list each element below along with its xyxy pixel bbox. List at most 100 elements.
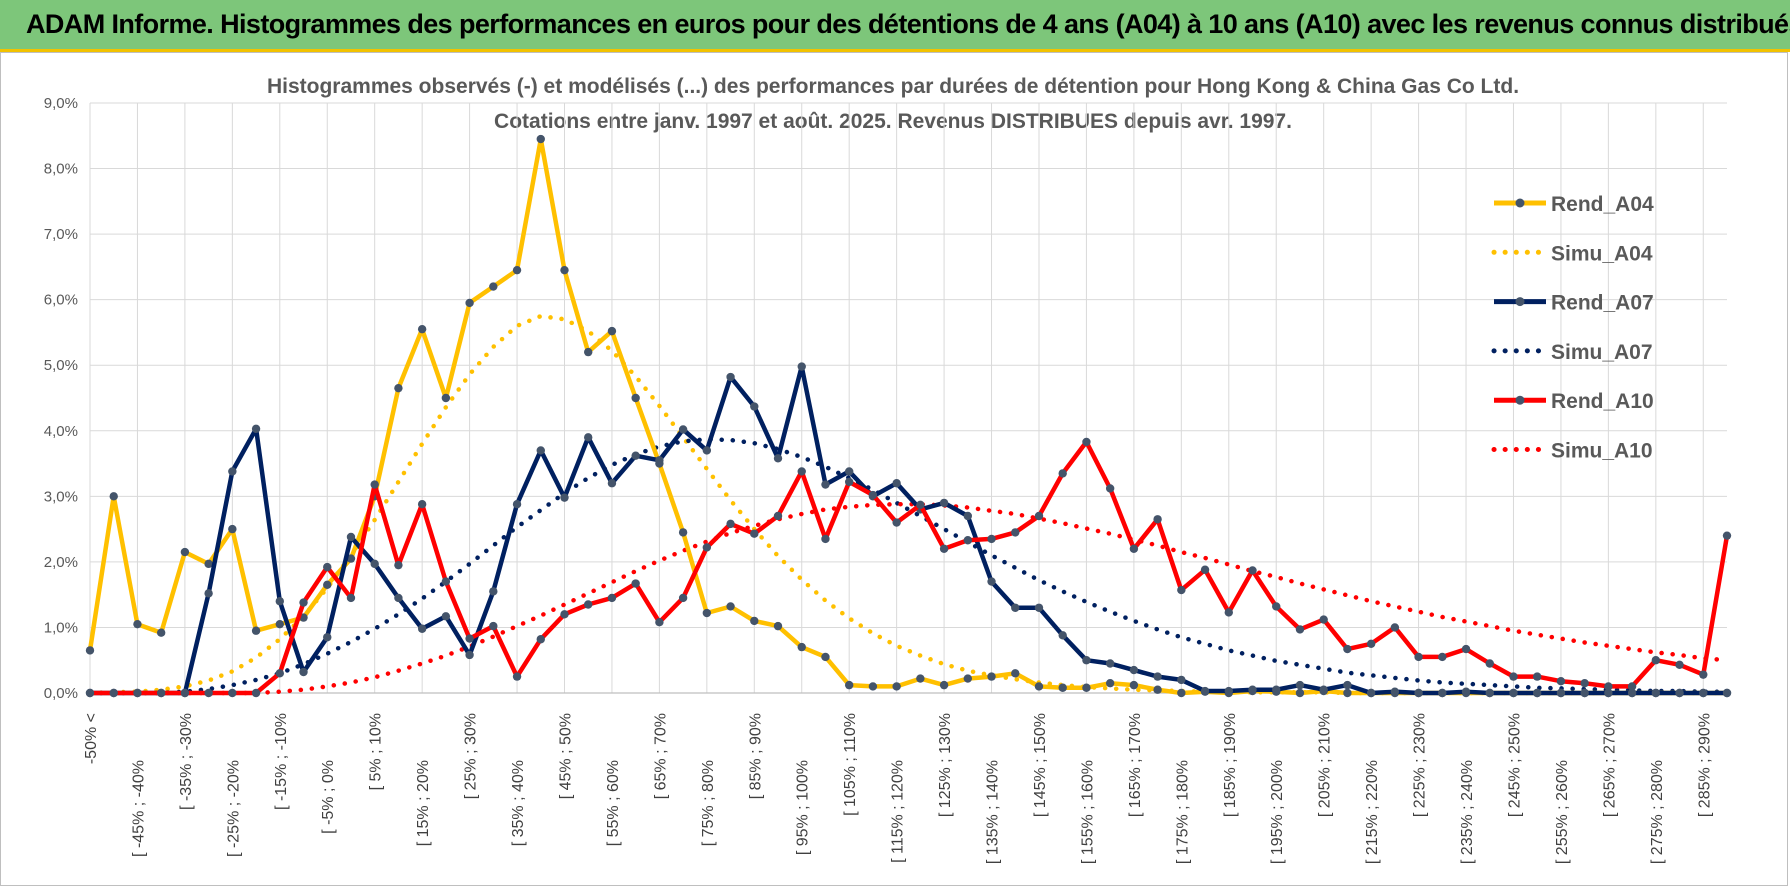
- data-point: [394, 560, 403, 570]
- legend-label: Rend_A04: [1551, 193, 1654, 216]
- data-point: [323, 562, 332, 572]
- data-point: [726, 602, 735, 611]
- data-point: [85, 688, 95, 698]
- y-axis-ticks: 0,0% 1,0% 2,0% 3,0% 4,0% 5,0% 6,0% 7,0% 8,0% 9,0%: [44, 95, 78, 702]
- series-line-Simu_A10: [87, 501, 1730, 696]
- data-point: [916, 500, 925, 510]
- data-point: [821, 480, 830, 489]
- data-point: [109, 492, 118, 501]
- data-point: [797, 642, 806, 652]
- data-point: [228, 524, 237, 534]
- data-point: [1272, 685, 1281, 694]
- x-tick-label: [ -45% ; -40%: [130, 760, 147, 857]
- data-point: [1651, 656, 1661, 665]
- data-point: [1556, 677, 1566, 686]
- data-point: [394, 383, 403, 393]
- data-point: [1058, 469, 1067, 478]
- data-point: [1177, 675, 1186, 685]
- data-point: [1082, 437, 1091, 447]
- data-point: [370, 559, 379, 569]
- data-point: [1295, 688, 1305, 698]
- data-point: [1366, 639, 1376, 649]
- data-point: [1177, 688, 1186, 698]
- x-tick-label: [ 185% ; 190%: [1222, 713, 1239, 817]
- x-tick-label: [ 175% ; 180%: [1174, 760, 1191, 864]
- data-point: [1438, 652, 1447, 662]
- data-point: [868, 490, 878, 500]
- data-point: [1414, 652, 1423, 662]
- series-Simu_A04: [87, 313, 1730, 696]
- data-point: [109, 688, 118, 698]
- data-point: [584, 600, 593, 609]
- data-point: [987, 672, 996, 681]
- data-point: [204, 688, 213, 698]
- chart-subtitle: Cotations entre janv. 1997 et août. 2025…: [494, 110, 1292, 133]
- data-point: [821, 534, 830, 544]
- data-point: [1082, 683, 1091, 692]
- data-point: [1105, 659, 1115, 668]
- x-tick-label: [ 105% ; 110%: [842, 713, 859, 816]
- data-point: [1200, 686, 1210, 696]
- data-point: [726, 519, 735, 529]
- data-point: [821, 652, 830, 662]
- data-point: [560, 265, 569, 275]
- y-tick-label: 6,0%: [44, 292, 78, 309]
- data-point: [1627, 682, 1637, 691]
- data-point: [726, 372, 735, 382]
- data-point: [441, 393, 451, 403]
- data-point: [607, 479, 617, 488]
- data-point: [678, 593, 688, 603]
- data-point: [750, 402, 759, 411]
- legend-item-Rend_A10: Rend_A10: [1494, 390, 1654, 413]
- x-tick-label: [ 135% ; 140%: [985, 760, 1002, 864]
- data-point: [1485, 659, 1494, 668]
- data-point: [228, 467, 237, 476]
- data-point: [678, 528, 688, 537]
- data-point: [156, 628, 166, 637]
- data-point: [1248, 566, 1257, 575]
- legend-item-Rend_A07: Rend_A07: [1494, 292, 1654, 315]
- data-point: [939, 498, 949, 508]
- data-point: [1129, 544, 1139, 553]
- legend-item-Simu_A04: Simu_A04: [1491, 242, 1653, 265]
- data-point: [773, 621, 783, 631]
- data-point: [1011, 603, 1020, 612]
- data-point: [1319, 685, 1328, 694]
- data-point: [180, 547, 190, 557]
- x-tick-label: [ 45% ; 50%: [557, 713, 574, 799]
- data-point: [963, 536, 973, 545]
- x-tick-label: [ 195% ; 200%: [1269, 760, 1286, 864]
- data-point: [631, 451, 640, 460]
- data-point: [1058, 631, 1067, 640]
- data-point: [85, 646, 95, 655]
- x-tick-label: [ 15% ; 20%: [415, 760, 432, 846]
- data-point: [275, 669, 284, 678]
- x-tick-label: [ -15% ; -10%: [273, 713, 290, 810]
- data-point: [536, 446, 545, 455]
- data-point: [323, 633, 332, 642]
- data-point: [394, 593, 403, 603]
- data-point: [1011, 528, 1020, 537]
- x-tick-label: [ 275% ; 280%: [1649, 760, 1666, 864]
- series-Simu_A10: [87, 501, 1730, 696]
- data-point: [607, 326, 617, 336]
- data-point: [631, 579, 640, 588]
- header-banner: ADAM Informe. Histogrammes des performan…: [0, 0, 1790, 52]
- data-point: [1675, 660, 1684, 670]
- data-point: [1604, 688, 1613, 698]
- data-point: [1580, 678, 1589, 688]
- data-point: [299, 667, 308, 677]
- x-tick-label: [ -5% ; 0%: [320, 760, 337, 834]
- data-point: [678, 425, 688, 434]
- data-point: [1200, 565, 1210, 574]
- x-tick-label: [ 225% ; 230%: [1412, 713, 1429, 817]
- data-point: [963, 511, 973, 521]
- chart-frame: [0, 52, 1788, 886]
- series-Rend_A10: [85, 437, 1732, 698]
- x-tick-label: [ 25% ; 30%: [463, 713, 480, 799]
- y-tick-label: 2,0%: [44, 554, 78, 571]
- data-point: [1034, 603, 1044, 612]
- y-tick-label: 7,0%: [44, 226, 78, 243]
- data-point: [844, 477, 854, 487]
